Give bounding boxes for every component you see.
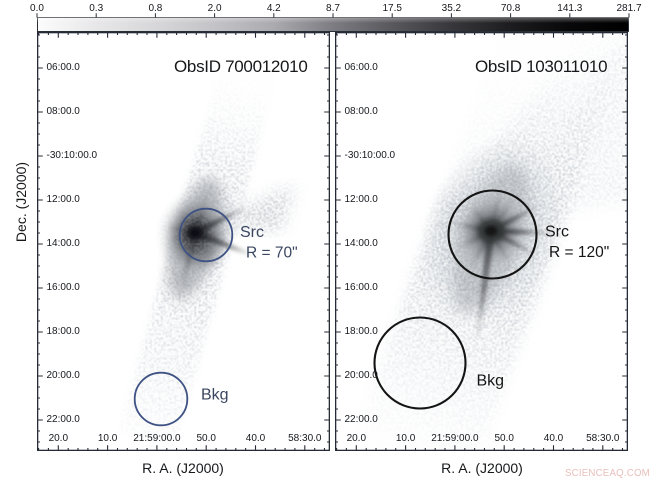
svg-text:Bkg: Bkg bbox=[477, 373, 505, 390]
svg-text:R = 70": R = 70" bbox=[246, 245, 298, 262]
svg-text:R = 120": R = 120" bbox=[549, 244, 609, 261]
svg-text:Src: Src bbox=[545, 224, 569, 241]
svg-text:Src: Src bbox=[240, 224, 264, 241]
svg-text:Bkg: Bkg bbox=[201, 387, 229, 404]
